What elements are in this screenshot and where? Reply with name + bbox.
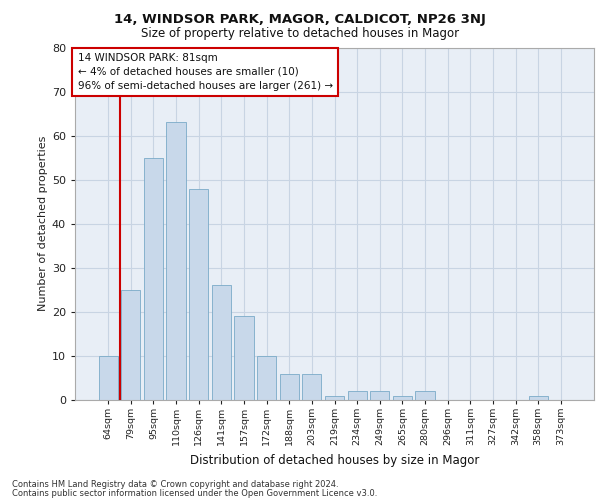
Bar	[280, 374, 299, 400]
Text: Size of property relative to detached houses in Magor: Size of property relative to detached ho…	[141, 28, 459, 40]
Bar	[257, 356, 276, 400]
Bar	[529, 396, 548, 400]
Bar	[370, 391, 389, 400]
Bar	[347, 391, 367, 400]
Bar	[144, 158, 163, 400]
Bar	[393, 396, 412, 400]
Text: Contains public sector information licensed under the Open Government Licence v3: Contains public sector information licen…	[12, 488, 377, 498]
Bar	[212, 286, 231, 400]
Bar	[121, 290, 140, 400]
Y-axis label: Number of detached properties: Number of detached properties	[38, 136, 47, 312]
Text: 14 WINDSOR PARK: 81sqm
← 4% of detached houses are smaller (10)
96% of semi-deta: 14 WINDSOR PARK: 81sqm ← 4% of detached …	[77, 53, 333, 91]
Bar	[302, 374, 322, 400]
Bar	[189, 188, 208, 400]
X-axis label: Distribution of detached houses by size in Magor: Distribution of detached houses by size …	[190, 454, 479, 467]
Bar	[166, 122, 186, 400]
Bar	[415, 391, 434, 400]
Bar	[325, 396, 344, 400]
Bar	[98, 356, 118, 400]
Text: 14, WINDSOR PARK, MAGOR, CALDICOT, NP26 3NJ: 14, WINDSOR PARK, MAGOR, CALDICOT, NP26 …	[114, 12, 486, 26]
Bar	[235, 316, 254, 400]
Text: Contains HM Land Registry data © Crown copyright and database right 2024.: Contains HM Land Registry data © Crown c…	[12, 480, 338, 489]
